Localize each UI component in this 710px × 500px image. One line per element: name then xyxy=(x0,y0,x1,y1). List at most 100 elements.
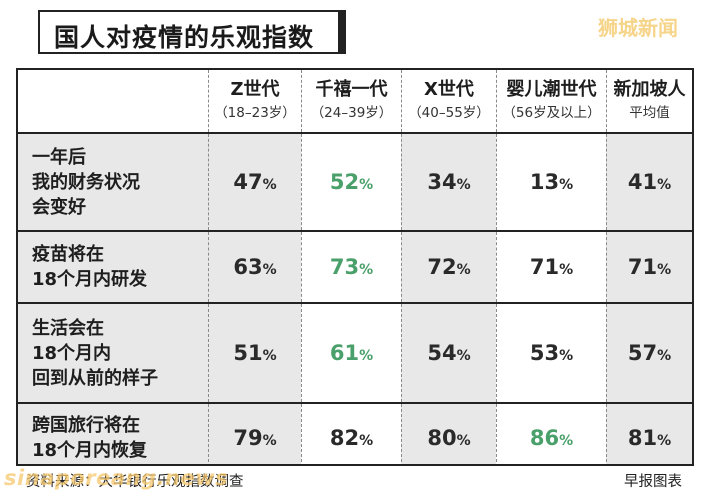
title-accent-bar xyxy=(338,10,346,54)
watermark-top-right: 狮城新闻 xyxy=(598,16,678,40)
percent-sign: % xyxy=(262,348,277,364)
value-number: 34 xyxy=(427,170,457,194)
chart-credit: 早报图表 xyxy=(624,474,682,490)
row-label-cell: 跨国旅行将在 18个月内恢复 xyxy=(18,404,208,464)
header-corner xyxy=(18,70,208,132)
table-row: 疫苗将在 18个月内研发 63% 73% 72% 71% 71% xyxy=(18,232,692,302)
row-label-line: 18个月内 xyxy=(32,342,112,364)
value: 81% xyxy=(628,426,671,450)
column-header: 婴儿潮世代 （56岁及以上） xyxy=(496,70,606,132)
value-number: 73 xyxy=(329,255,360,279)
percent-sign: % xyxy=(456,177,471,193)
row-label: 一年后 我的财务状况 会变好 xyxy=(32,145,140,220)
value: 71% xyxy=(530,255,573,279)
value: 53% xyxy=(530,341,573,365)
value-cell: 80% xyxy=(401,404,496,464)
value: 13% xyxy=(530,170,573,194)
value-cell: 41% xyxy=(606,134,692,230)
value-number: 13 xyxy=(529,170,560,194)
row-label-line: 回到从前的样子 xyxy=(32,367,158,389)
watermark-bottom-left: sinaporeang.news xyxy=(4,466,229,490)
value: 57% xyxy=(628,341,671,365)
value-cell: 71% xyxy=(496,232,606,302)
percent-sign: % xyxy=(456,262,471,278)
percent-sign: % xyxy=(262,262,277,278)
value: 73% xyxy=(330,255,373,279)
percent-sign: % xyxy=(359,433,374,449)
value-number: 79 xyxy=(233,426,263,450)
row-label: 跨国旅行将在 18个月内恢复 xyxy=(32,413,147,463)
value-number: 72 xyxy=(427,255,457,279)
row-label-cell: 一年后 我的财务状况 会变好 xyxy=(18,134,208,230)
value-cell: 82% xyxy=(301,404,401,464)
value-number: 57 xyxy=(627,341,658,365)
row-label-line: 18个月内研发 xyxy=(32,269,148,290)
source-note: 资料来源：大华银行乐观指数调查 xyxy=(26,474,244,490)
percent-sign: % xyxy=(657,433,672,449)
percent-sign: % xyxy=(559,433,574,449)
value-number: 47 xyxy=(233,170,263,194)
value-number: 53 xyxy=(529,341,560,365)
row-separator xyxy=(18,230,692,232)
value-number: 80 xyxy=(427,426,457,450)
column-header: 千禧一代 （24–39岁） xyxy=(301,70,401,132)
value-cell: 79% xyxy=(208,404,301,464)
row-label: 生活会在 18个月内回到从前的样子 xyxy=(32,316,158,391)
value-number: 71 xyxy=(627,255,658,279)
percent-sign: % xyxy=(559,348,574,364)
value-cell: 47% xyxy=(208,134,301,230)
column-header: 新加坡人 平均值 xyxy=(606,70,692,132)
value-number: 54 xyxy=(427,341,457,365)
value-cell: 51% xyxy=(208,304,301,402)
value: 82% xyxy=(330,426,373,450)
value: 52% xyxy=(330,170,373,194)
value: 71% xyxy=(628,255,671,279)
value-number: 82 xyxy=(329,426,360,450)
percent-sign: % xyxy=(559,262,574,278)
value-cell: 34% xyxy=(401,134,496,230)
row-separator xyxy=(18,132,692,134)
value: 79% xyxy=(233,426,276,450)
percent-sign: % xyxy=(262,433,277,449)
value-number: 71 xyxy=(529,255,560,279)
value: 61% xyxy=(330,341,373,365)
value-cell: 13% xyxy=(496,134,606,230)
percent-sign: % xyxy=(657,177,672,193)
value-number: 51 xyxy=(233,341,263,365)
value-cell: 81% xyxy=(606,404,692,464)
percent-sign: % xyxy=(359,177,374,193)
value-number: 86 xyxy=(529,426,560,450)
value: 41% xyxy=(628,170,671,194)
value-cell: 63% xyxy=(208,232,301,302)
table-row: 一年后 我的财务状况 会变好 47% 52% 34% 13% 41% xyxy=(18,134,692,230)
row-label-line: 生活会在 xyxy=(32,317,104,339)
row-separator xyxy=(18,402,692,404)
row-label-line: 18个月内恢复 xyxy=(32,440,148,461)
value-cell: 61% xyxy=(301,304,401,402)
row-label-line: 会变好 xyxy=(32,196,86,218)
row-label-line: 疫苗将在 xyxy=(32,244,104,265)
value-number: 63 xyxy=(233,255,263,279)
column-subtitle: （56岁及以上） xyxy=(502,105,601,121)
row-label-line: 一年后 xyxy=(32,146,86,168)
column-name: 千禧一代 xyxy=(315,79,388,100)
value: 47% xyxy=(233,170,276,194)
table-row: 跨国旅行将在 18个月内恢复 79% 82% 80% 86% 81% xyxy=(18,404,692,464)
percent-sign: % xyxy=(456,348,471,364)
value: 54% xyxy=(427,341,470,365)
column-header: X世代 （40–55岁） xyxy=(401,70,496,132)
percent-sign: % xyxy=(262,177,277,193)
column-name: X世代 xyxy=(424,79,474,100)
value-cell: 54% xyxy=(401,304,496,402)
chart-title: 国人对疫情的乐观指数 xyxy=(54,23,315,52)
column-name: 新加坡人 xyxy=(613,79,686,100)
value: 72% xyxy=(427,255,470,279)
value-cell: 53% xyxy=(496,304,606,402)
column-name: Z世代 xyxy=(230,79,280,100)
percent-sign: % xyxy=(359,348,374,364)
column-subtitle: （24–39岁） xyxy=(310,105,393,121)
value: 80% xyxy=(427,426,470,450)
value-number: 81 xyxy=(627,426,658,450)
column-subtitle: （18–23岁） xyxy=(214,105,296,121)
optimism-table: Z世代 （18–23岁） 千禧一代 （24–39岁） X世代 （40–55岁） 婴儿潮世代 （… xyxy=(16,68,694,466)
